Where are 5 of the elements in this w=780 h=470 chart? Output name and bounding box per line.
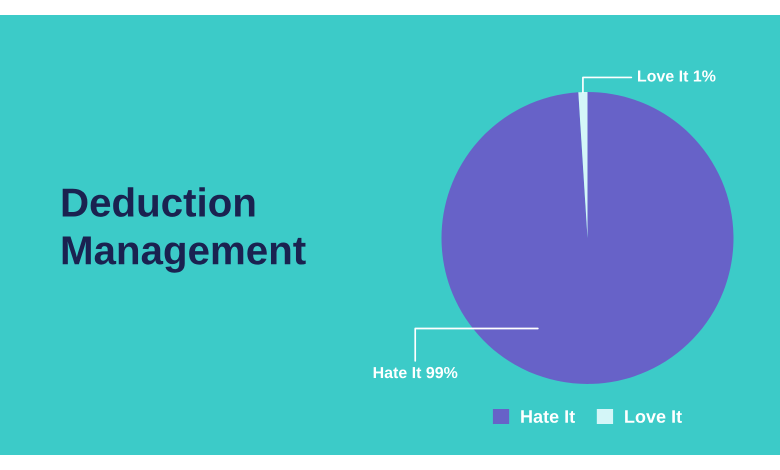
data-label: Hate It 99% xyxy=(374,366,458,378)
legend-label: Love It xyxy=(625,410,682,423)
text: Deduction Management xyxy=(62,187,306,273)
data-label: Love It 1% xyxy=(638,70,716,82)
legend-label: Hate It xyxy=(521,410,575,423)
